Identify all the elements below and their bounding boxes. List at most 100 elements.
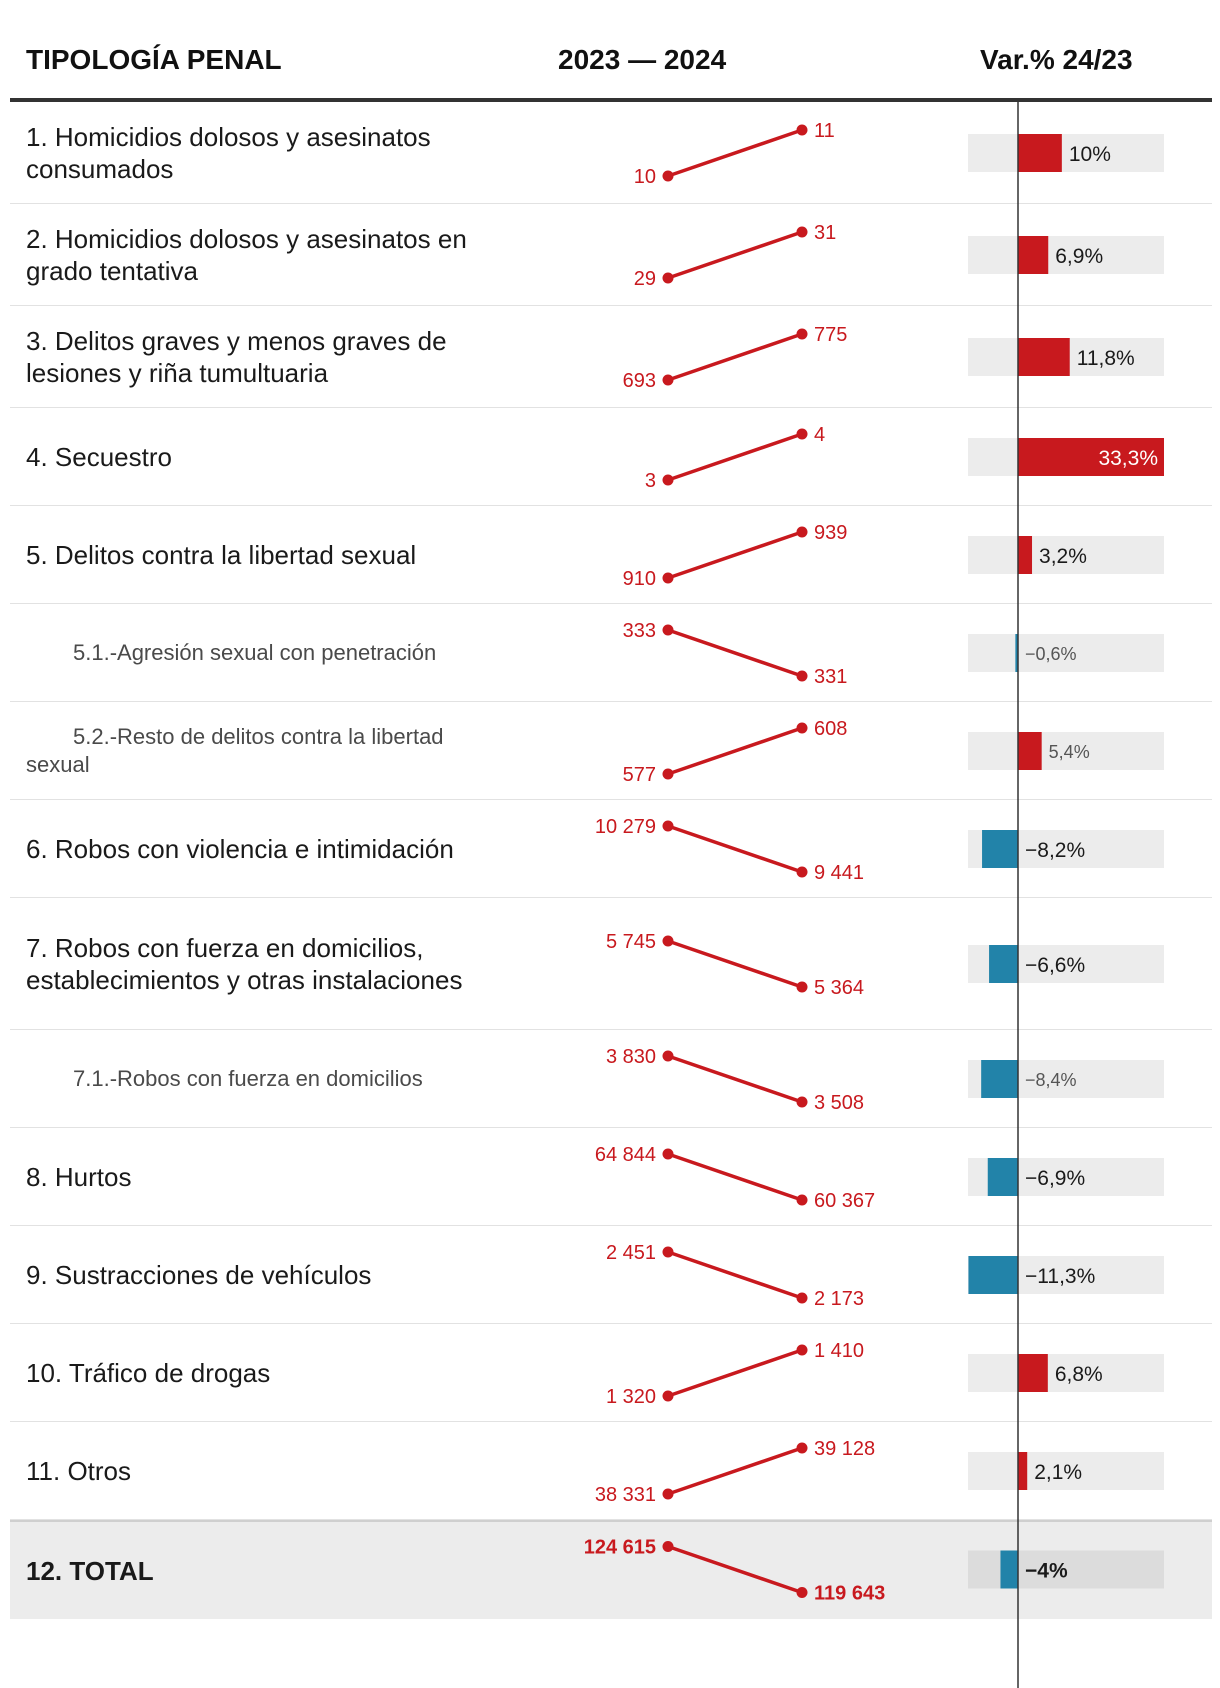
variation-bar (1000, 1550, 1018, 1589)
point-2023 (662, 1148, 674, 1160)
slope-line (667, 1544, 803, 1595)
label-2024: 3 508 (814, 1092, 864, 1114)
label-2024: 119 643 (814, 1583, 885, 1605)
point-2023 (662, 768, 674, 780)
row-label: 5.2.-Resto de delitos contra la libertad… (26, 723, 444, 777)
point-2024 (796, 226, 808, 238)
table-row: 3. Delitos graves y menos graves de lesi… (10, 306, 1212, 408)
variation-bar (968, 1256, 1018, 1294)
variation-label: 6,9% (1055, 245, 1103, 268)
table-row: 8. Hurtos (10, 1128, 1212, 1226)
point-2024 (796, 722, 808, 734)
point-2023 (662, 624, 674, 636)
row-label: 7. Robos con fuerza en domicilios, estab… (26, 932, 463, 995)
slope-line (667, 332, 803, 382)
row-label: 4. Secuestro (26, 441, 172, 472)
row-label: 6. Robos con violencia e intimidación (26, 833, 454, 864)
variation-bar (1018, 134, 1062, 172)
label-2023: 38 331 (595, 1484, 656, 1506)
slope-line (667, 230, 803, 280)
bar-track (968, 536, 1164, 574)
row-label: 9. Sustracciones de vehículos (26, 1259, 372, 1290)
point-2023 (662, 374, 674, 386)
variation-label: −8,4% (1025, 1070, 1077, 1090)
point-2024 (796, 1292, 808, 1304)
label-2024: 2 173 (814, 1288, 864, 1310)
label-2023: 124 615 (584, 1537, 656, 1559)
bar-track (968, 1354, 1164, 1392)
variation-label: 5,4% (1049, 742, 1090, 762)
table-row: 12. TOTAL (10, 1520, 1212, 1619)
label-2023: 29 (634, 268, 656, 290)
point-2024 (796, 866, 808, 878)
point-2023 (662, 1246, 674, 1258)
header-tipologia: TIPOLOGÍA PENAL (26, 44, 282, 75)
point-2023 (662, 170, 674, 182)
table-row: 5.1.-Agresión sexual con penetración (10, 604, 1212, 702)
variation-label: 6,8% (1055, 1363, 1103, 1386)
point-2023 (662, 474, 674, 486)
point-2024 (796, 1344, 808, 1356)
crime-statistics-table: TIPOLOGÍA PENAL 2023 — 2024 Var.% 24/23 … (10, 0, 1212, 1688)
variation-label: 33,3% (1098, 447, 1158, 470)
slope-and-bar-chart: 10 11 10% 29 31 6,9% 693 775 11,8% 3 4 33,3% 910 939 3… (584, 102, 1164, 1688)
row-label: 11. Otros (26, 1455, 132, 1486)
table-row: 5.2.-Resto de delitos contra la libertad… (10, 702, 1212, 800)
slope-line (667, 1054, 803, 1104)
label-2024: 4 (814, 424, 825, 446)
slope-line (667, 432, 803, 482)
table-row: 2. Homicidios dolosos y asesinatos en gr… (10, 204, 1212, 306)
point-2023 (662, 272, 674, 284)
row-label: 3. Delitos graves y menos graves de lesi… (26, 325, 447, 388)
variation-bar (1018, 732, 1042, 770)
header-variation: Var.% 24/23 (980, 44, 1133, 75)
point-2023 (662, 1390, 674, 1402)
table-row: 11. Otros (10, 1422, 1212, 1520)
slope-line (667, 726, 803, 776)
label-2024: 608 (814, 718, 847, 740)
label-2023: 2 451 (606, 1242, 656, 1264)
slope-line (667, 1348, 803, 1398)
variation-label: 11,8% (1077, 347, 1135, 370)
table-row: 10. Tráfico de drogas (10, 1324, 1212, 1422)
table-row: 7.1.-Robos con fuerza en domicilios (10, 1030, 1212, 1128)
label-2024: 775 (814, 324, 847, 346)
label-2023: 693 (623, 370, 656, 392)
slope-line (667, 1152, 803, 1202)
slope-line (667, 628, 803, 678)
label-2023: 10 (634, 166, 656, 188)
row-label: 1. Homicidios dolosos y asesinatos consu… (26, 121, 431, 184)
label-2024: 31 (814, 222, 836, 244)
variation-bar (1018, 338, 1070, 376)
label-2023: 1 320 (606, 1386, 656, 1408)
point-2024 (796, 1442, 808, 1454)
bar-track (968, 134, 1164, 172)
point-2024 (796, 328, 808, 340)
variation-bar (1018, 236, 1049, 274)
slope-line (667, 128, 803, 178)
label-2024: 939 (814, 522, 847, 544)
slope-line (667, 939, 803, 989)
slope-line (667, 530, 803, 580)
variation-bar (989, 945, 1018, 983)
variation-bar (1018, 1354, 1048, 1392)
variation-label: 3,2% (1039, 545, 1087, 568)
table-row: 9. Sustracciones de vehículos (10, 1226, 1212, 1324)
slope-line (667, 824, 803, 874)
label-2024: 331 (814, 666, 847, 688)
bar-track (968, 1452, 1164, 1490)
label-2024: 39 128 (814, 1438, 875, 1460)
table-row: 7. Robos con fuerza en domicilios, estab… (10, 898, 1212, 1030)
variation-bar (1015, 634, 1018, 672)
row-label: 8. Hurtos (26, 1161, 132, 1192)
label-2023: 910 (623, 568, 656, 590)
point-2024 (796, 124, 808, 136)
table-row: 1. Homicidios dolosos y asesinatos consu… (10, 102, 1212, 204)
table-row: 4. Secuestro (10, 408, 1212, 506)
point-2023 (662, 1541, 674, 1552)
label-2024: 9 441 (814, 862, 864, 884)
variation-label: −4% (1025, 1560, 1068, 1583)
label-2023: 577 (623, 764, 656, 786)
variation-bar (1018, 438, 1164, 476)
row-label: 10. Tráfico de drogas (26, 1357, 271, 1388)
